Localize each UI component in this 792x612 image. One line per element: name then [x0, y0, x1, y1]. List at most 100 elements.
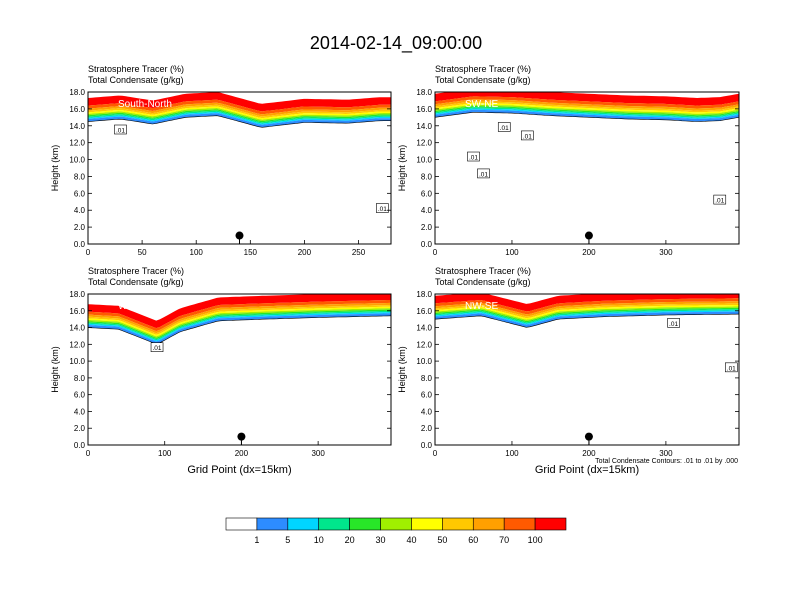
- tracer-band: [88, 99, 391, 115]
- x-tick-label: 100: [505, 248, 519, 257]
- tracer-band: [435, 108, 739, 119]
- panel-label: South-North: [118, 99, 172, 110]
- tracer-band: [435, 294, 739, 312]
- y-tick-label: 2.0: [74, 223, 86, 232]
- plot-frame: [434, 91, 740, 245]
- contour-label: .01: [150, 342, 164, 352]
- y-axis-label: Height (km): [397, 346, 407, 393]
- y-tick-label: 4.0: [74, 407, 86, 416]
- panel-label: West-East: [118, 301, 164, 312]
- x-tick-label: 200: [235, 449, 249, 458]
- colorbar-swatch: [225, 517, 258, 531]
- y-tick-label: 2.0: [74, 424, 86, 433]
- y-tick-label: 0.0: [74, 441, 86, 450]
- panel-header-line: Stratosphere Tracer (%): [435, 266, 531, 276]
- tracer-band: [435, 106, 739, 117]
- colorbar-swatch: [287, 517, 320, 531]
- tracer-band: [88, 92, 391, 112]
- y-tick-label: 0.0: [421, 240, 433, 249]
- x-tick-label: 200: [582, 248, 596, 257]
- tracer-band: [435, 92, 739, 106]
- x-tick-label: 0: [86, 449, 91, 458]
- tracer-band: [88, 111, 391, 125]
- y-tick-label: 10.0: [416, 357, 432, 366]
- x-tick-label: 0: [86, 248, 91, 257]
- y-tick-label: 6.0: [421, 189, 433, 198]
- y-tick-label: 16.0: [416, 307, 432, 316]
- contour-label: .01: [467, 151, 480, 162]
- colorbar-swatch: [349, 517, 381, 531]
- colorbar-label: 20: [345, 535, 355, 545]
- y-tick-label: 0.0: [74, 240, 86, 249]
- y-tick-label: 6.0: [74, 189, 86, 198]
- tracer-band: [435, 303, 739, 319]
- colorbar-label: 1: [254, 535, 259, 545]
- colorbar-swatch: [472, 517, 505, 531]
- x-tick-label: 100: [158, 449, 172, 458]
- tracer-band: [88, 300, 391, 332]
- y-tick-label: 8.0: [421, 374, 433, 383]
- svg-text:.01: .01: [116, 128, 125, 135]
- y-tick-label: 18.0: [416, 290, 432, 299]
- contour-label: .01: [521, 130, 534, 140]
- y-tick-label: 14.0: [69, 122, 85, 131]
- panel-header-line: Total Condensate (g/kg): [435, 277, 531, 287]
- x-tick-label: 300: [659, 449, 673, 458]
- tracer-band: [435, 103, 739, 114]
- y-tick-label: 18.0: [69, 290, 85, 299]
- panel-3: Stratosphere Tracer (%)Total Condensate …: [50, 266, 392, 476]
- x-tick-label: 300: [311, 449, 325, 458]
- tropopause-contour: [434, 112, 740, 122]
- y-axis-label: Height (km): [50, 346, 60, 393]
- tracer-band: [435, 307, 739, 323]
- y-tick-label: 10.0: [416, 156, 432, 165]
- tracer-band: [435, 101, 739, 113]
- y-tick-label: 14.0: [69, 324, 85, 333]
- tracer-band: [435, 104, 739, 116]
- y-tick-label: 8.0: [421, 172, 433, 181]
- svg-text:.01: .01: [469, 155, 478, 162]
- colorbar-swatch: [442, 517, 474, 531]
- tracer-band: [435, 309, 739, 324]
- tracer-band: [435, 305, 739, 320]
- y-tick-label: 6.0: [421, 391, 433, 400]
- y-tick-label: 16.0: [69, 105, 85, 114]
- contour-label: .01: [667, 318, 680, 328]
- x-tick-label: 250: [352, 248, 366, 257]
- x-tick-label: 0: [433, 248, 438, 257]
- panel-2: Stratosphere Tracer (%)Total Condensate …: [397, 64, 740, 257]
- colorbar-label: 50: [437, 535, 447, 545]
- y-tick-label: 0.0: [421, 441, 433, 450]
- plot-frame: [434, 293, 740, 446]
- y-tick-label: 8.0: [74, 172, 86, 181]
- y-tick-label: 12.0: [416, 139, 432, 148]
- contour-label: .01: [497, 122, 511, 132]
- tracer-band: [435, 96, 739, 109]
- y-tick-label: 12.0: [69, 139, 85, 148]
- y-tick-label: 2.0: [421, 424, 433, 433]
- colorbar-label: 40: [406, 535, 416, 545]
- svg-text:.01: .01: [378, 206, 387, 213]
- panel-label: SW-NE: [465, 99, 498, 110]
- colorbar-label: 70: [499, 535, 509, 545]
- tropopause-contour: [434, 313, 740, 328]
- svg-text:.01: .01: [479, 171, 488, 178]
- colorbar-swatch: [534, 517, 567, 531]
- tracer-band: [88, 108, 391, 121]
- x-tick-label: 50: [138, 248, 147, 257]
- x-tick-label: 300: [659, 248, 673, 257]
- contour-label: .01: [725, 362, 738, 372]
- y-tick-label: 4.0: [74, 206, 86, 215]
- tracer-band: [88, 102, 391, 117]
- x-tick-label: 100: [190, 248, 204, 257]
- colorbar-swatch: [256, 517, 289, 531]
- colorbar: 1 5 10 20 30 40 50 60 70 100: [225, 517, 567, 545]
- colorbar-swatch: [318, 517, 350, 531]
- panel-header-line: Stratosphere Tracer (%): [88, 64, 184, 74]
- tracer-band: [88, 110, 391, 124]
- tracer-band: [435, 310, 739, 325]
- figure-title: 2014-02-14_09:00:00: [310, 33, 482, 54]
- tracer-band: [435, 298, 739, 315]
- y-tick-label: 14.0: [416, 324, 432, 333]
- x-tick-label: 0: [433, 449, 438, 458]
